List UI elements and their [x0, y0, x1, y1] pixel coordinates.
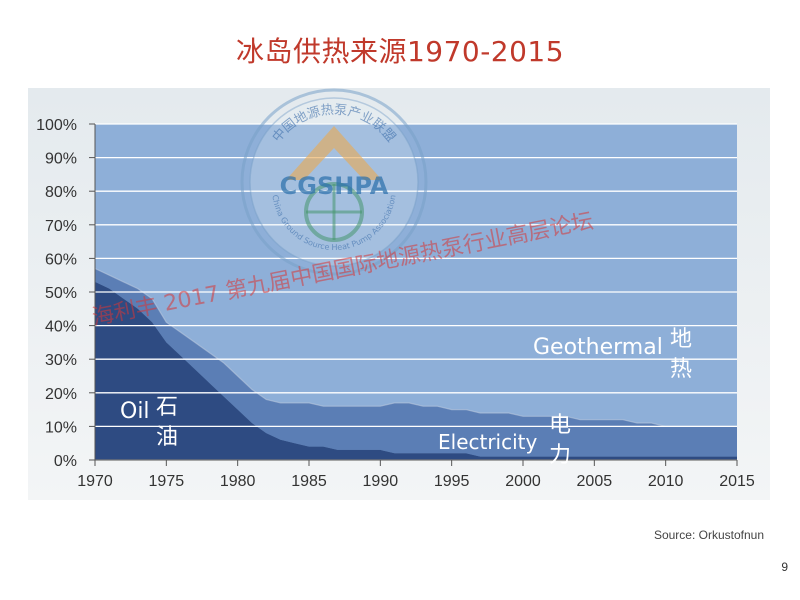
y-tick-label: 60%	[45, 251, 77, 268]
series-label-geothermal-cn-1: 地	[670, 327, 692, 352]
area-electricity	[95, 268, 737, 457]
x-axis-ticks: 1970 1975 1980 1985 1990 1995 2000 2005 2010 2015	[77, 459, 755, 490]
y-tick-label: 50%	[45, 285, 77, 302]
series-label-geothermal-cn-2: 热	[670, 357, 692, 382]
series-label-electricity-cn-2: 力	[549, 443, 571, 468]
y-axis-ticks: 0% 10% 20% 30% 40% 50% 60% 70% 80% 90% 100%	[36, 117, 96, 470]
y-tick-label: 0%	[54, 453, 77, 470]
series-label-electricity-cn-1: 电	[549, 413, 571, 438]
series-label-oil-cn-2: 油	[156, 425, 178, 450]
series-label-geothermal: Geothermal	[533, 335, 663, 360]
x-tick-label: 2010	[648, 473, 684, 490]
series-label-electricity: Electricity	[438, 430, 538, 454]
area-oil	[95, 281, 737, 460]
series-label-oil-cn-1: 石	[156, 395, 178, 420]
y-tick-label: 10%	[45, 419, 77, 436]
y-tick-label: 30%	[45, 352, 77, 369]
electricity-edge-line	[94, 267, 737, 427]
area-chart: 0%10%20%30%40%50%60%70%80%90%100% 1970 19…	[36, 117, 755, 490]
x-tick-label: 1970	[77, 473, 113, 490]
slide-title: 冰岛供热来源1970-2015	[235, 35, 565, 68]
chart-panel: 0% 10% 20% 30% 40% 50% 60% 70% 80% 90% 100% 1970 19…	[28, 88, 770, 500]
page-number: 9	[781, 560, 788, 574]
x-tick-label: 1985	[291, 473, 327, 490]
y-tick-label: 40%	[45, 319, 77, 336]
y-tick-label: 90%	[45, 151, 77, 168]
x-tick-label: 1990	[363, 473, 399, 490]
x-tick-label: 1975	[149, 473, 185, 490]
x-tick-label: 2015	[719, 473, 755, 490]
y-tick-label: 80%	[45, 184, 77, 201]
y-tick-label: 70%	[45, 218, 77, 235]
x-tick-label: 1995	[434, 473, 470, 490]
source-note: Source: Orkustofnun	[653, 528, 764, 542]
stacked-areas	[94, 267, 737, 460]
x-tick-label: 1980	[220, 473, 256, 490]
series-label-oil: Oil	[120, 399, 150, 424]
series-labels: Oil 石油 Electricity 电力 Geothermal 地热	[120, 327, 692, 468]
y-tick-label: 20%	[45, 386, 77, 403]
x-tick-label: 2005	[577, 473, 613, 490]
y-tick-label: 100%	[36, 117, 77, 134]
x-tick-label: 2000	[505, 473, 541, 490]
